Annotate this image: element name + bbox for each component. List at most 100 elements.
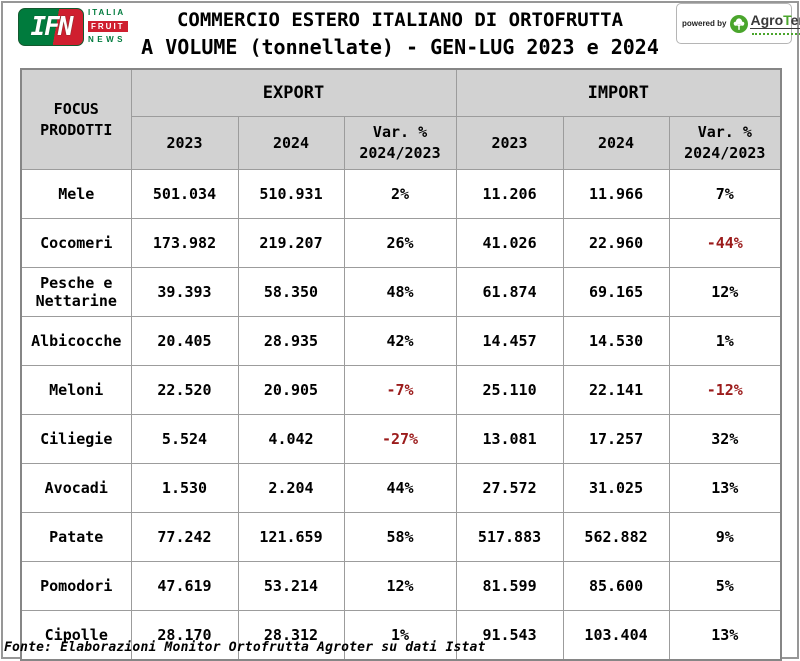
import-var-value: 7%	[668, 169, 782, 219]
export-2024-value: 28.312	[237, 610, 345, 661]
export-2023-value: 22.520	[130, 365, 239, 415]
import-2023-value: 27.572	[455, 463, 564, 513]
export-2024-value: 58.350	[237, 267, 345, 317]
product-name: Ciliegie	[20, 414, 132, 464]
table-row: Pomodori 47.619 53.214 12% 81.599 85.600…	[20, 561, 782, 611]
export-2024-value: 28.935	[237, 316, 345, 366]
import-2023-value: 14.457	[455, 316, 564, 366]
import-var-value: 32%	[668, 414, 782, 464]
agroter-tree-icon	[730, 14, 749, 33]
import-2023-value: 41.026	[455, 218, 564, 268]
export-2024-value: 219.207	[237, 218, 345, 268]
product-name: Pesche e Nettarine	[20, 267, 132, 317]
export-2024-value: 2.204	[237, 463, 345, 513]
import-2023-value: 61.874	[455, 267, 564, 317]
title-line-1: COMMERCIO ESTERO ITALIANO DI ORTOFRUTTA	[176, 9, 624, 31]
ifn-word-news: NEWS	[88, 35, 126, 44]
product-name: Cipolle	[20, 610, 132, 661]
export-var-value: 26%	[343, 218, 457, 268]
export-2024-value: 510.931	[237, 169, 345, 219]
product-name: Cocomeri	[20, 218, 132, 268]
export-2024-value: 20.905	[237, 365, 345, 415]
ifn-wordmark: ITALIA FRUIT NEWS	[88, 8, 128, 44]
product-name: Albicocche	[20, 316, 132, 366]
table-row: Pesche e Nettarine 39.393 58.350 48% 61.…	[20, 267, 782, 317]
product-name: Meloni	[20, 365, 132, 415]
table-row: Patate 77.242 121.659 58% 517.883 562.88…	[20, 512, 782, 562]
product-name: Patate	[20, 512, 132, 562]
export-var-value: 42%	[343, 316, 457, 366]
ifn-logo: IFN ITALIA FRUIT NEWS	[18, 8, 128, 46]
export-2023-value: 77.242	[130, 512, 239, 562]
export-2023-value: 173.982	[130, 218, 239, 268]
table-row: Cipolle 28.170 28.312 1% 91.543 103.404 …	[20, 610, 782, 661]
import-2024-value: 31.025	[562, 463, 670, 513]
header-import-group: IMPORT	[455, 68, 782, 117]
export-var-value: -27%	[343, 414, 457, 464]
import-var-value: 13%	[668, 463, 782, 513]
export-var-value: -7%	[343, 365, 457, 415]
agroter-tagline	[751, 30, 800, 35]
import-var-value: 9%	[668, 512, 782, 562]
export-var-value: 12%	[343, 561, 457, 611]
agroter-logo: AgroTer	[730, 13, 800, 35]
import-2023-value: 517.883	[455, 512, 564, 562]
import-2024-value: 11.966	[562, 169, 670, 219]
export-2023-value: 1.530	[130, 463, 239, 513]
product-name: Mele	[20, 169, 132, 219]
trade-table: FOCUS PRODOTTI EXPORT IMPORT 2023 2024 V…	[20, 68, 783, 661]
table-body: Mele 501.034 510.931 2% 11.206 11.966 7%…	[20, 169, 782, 661]
export-var-value: 58%	[343, 512, 457, 562]
header-import-2024: 2024	[562, 116, 670, 170]
agroter-name: AgroTer	[750, 13, 800, 29]
import-var-value: 5%	[668, 561, 782, 611]
import-2023-value: 13.081	[455, 414, 564, 464]
table-row: Cocomeri 173.982 219.207 26% 41.026 22.9…	[20, 218, 782, 268]
product-name: Pomodori	[20, 561, 132, 611]
table-header: FOCUS PRODOTTI EXPORT IMPORT 2023 2024 V…	[20, 68, 782, 170]
export-2024-value: 121.659	[237, 512, 345, 562]
header-export-2024: 2024	[237, 116, 345, 170]
export-2024-value: 4.042	[237, 414, 345, 464]
import-2024-value: 103.404	[562, 610, 670, 661]
product-name: Avocadi	[20, 463, 132, 513]
source-note: Fonte: Elaborazioni Monitor Ortofrutta A…	[4, 640, 486, 655]
title-line-2: A VOLUME (tonnellate) - GEN-LUG 2023 e 2…	[141, 35, 659, 59]
import-var-value: 12%	[668, 267, 782, 317]
header-import-var: Var. % 2024/2023	[668, 116, 782, 170]
header-export-group: EXPORT	[130, 68, 457, 117]
export-2023-value: 28.170	[130, 610, 239, 661]
import-var-value: -12%	[668, 365, 782, 415]
ifn-badge: IFN	[18, 8, 84, 46]
import-2023-value: 81.599	[455, 561, 564, 611]
header-export-2023: 2023	[130, 116, 239, 170]
export-var-value: 48%	[343, 267, 457, 317]
ifn-word-italia: ITALIA	[88, 8, 126, 17]
export-2024-value: 53.214	[237, 561, 345, 611]
import-2024-value: 17.257	[562, 414, 670, 464]
import-2024-value: 22.960	[562, 218, 670, 268]
export-2023-value: 39.393	[130, 267, 239, 317]
import-2024-value: 562.882	[562, 512, 670, 562]
powered-by-badge: powered by AgroTer	[676, 3, 800, 44]
header-export-var: Var. % 2024/2023	[343, 116, 457, 170]
agroter-wordmark: AgroTer	[750, 13, 800, 35]
header-import-2023: 2023	[455, 116, 564, 170]
import-2023-value: 25.110	[455, 365, 564, 415]
powered-by-label: powered by	[682, 19, 727, 28]
import-2024-value: 22.141	[562, 365, 670, 415]
page-title: COMMERCIO ESTERO ITALIANO DI ORTOFRUTTA …	[130, 7, 670, 61]
import-var-value: -44%	[668, 218, 782, 268]
table-row: Albicocche 20.405 28.935 42% 14.457 14.5…	[20, 316, 782, 366]
import-2023-value: 11.206	[455, 169, 564, 219]
export-var-value: 44%	[343, 463, 457, 513]
export-2023-value: 5.524	[130, 414, 239, 464]
import-2024-value: 85.600	[562, 561, 670, 611]
import-2024-value: 69.165	[562, 267, 670, 317]
import-2023-value: 91.543	[455, 610, 564, 661]
export-2023-value: 47.619	[130, 561, 239, 611]
table-row: Mele 501.034 510.931 2% 11.206 11.966 7%	[20, 169, 782, 219]
table-row: Ciliegie 5.524 4.042 -27% 13.081 17.257 …	[20, 414, 782, 464]
header-focus-prodotti: FOCUS PRODOTTI	[20, 68, 132, 170]
export-2023-value: 20.405	[130, 316, 239, 366]
